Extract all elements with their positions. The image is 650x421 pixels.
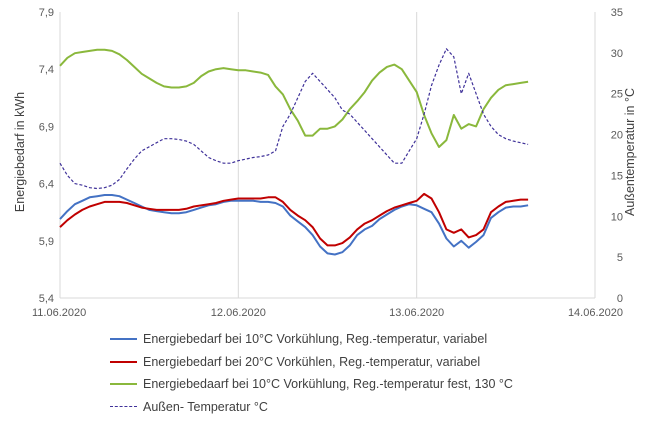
legend-swatch [110, 338, 137, 341]
left-tick-label: 7,9 [39, 7, 54, 19]
series-line-4 [59, 48, 529, 190]
vertical-gridlines [59, 12, 596, 298]
left-axis-ticks: 5,4 5,9 6,4 6,9 7,4 7,9 [39, 7, 54, 305]
legend-label: Energiebedarf bei 20°C Vorkühlen, Reg.-t… [143, 354, 481, 369]
legend-item-4: Außen- Temperatur °C [110, 396, 513, 419]
series-line-1 [59, 194, 529, 256]
right-axis-title: Außentemperatur in °C [623, 88, 637, 216]
left-tick-label: 7,4 [39, 64, 54, 76]
legend-swatch [110, 406, 137, 408]
legend: Energiebedarf bei 10°C Vorkühlung, Reg.-… [110, 328, 513, 418]
right-tick-label: 20 [611, 130, 623, 142]
right-tick-label: 30 [611, 48, 623, 60]
legend-swatch [110, 383, 137, 386]
x-tick-label: 13.06.2020 [389, 307, 444, 319]
x-tick-label: 14.06.2020 [568, 307, 623, 319]
legend-item-1: Energiebedarf bei 10°C Vorkühlung, Reg.-… [110, 328, 513, 351]
x-axis-ticks: 11.06.2020 12.06.2020 13.06.2020 14.06.2020 [32, 307, 623, 319]
left-tick-label: 6,9 [39, 121, 54, 133]
legend-item-3: Energiebedaarf bei 10°C Vorkühlung, Reg.… [110, 373, 513, 396]
legend-item-2: Energiebedarf bei 20°C Vorkühlen, Reg.-t… [110, 351, 513, 374]
left-tick-label: 6,4 [39, 179, 54, 191]
series-layer [59, 48, 529, 256]
right-tick-label: 25 [611, 89, 623, 101]
x-tick-label: 11.06.2020 [32, 307, 86, 319]
legend-label: Energiebedarf bei 10°C Vorkühlung, Reg.-… [143, 332, 488, 347]
right-tick-label: 5 [617, 252, 623, 264]
left-axis-title: Energiebedarf in kWh [13, 92, 27, 212]
legend-label: Energiebedaarf bei 10°C Vorkühlung, Reg.… [143, 377, 513, 392]
right-tick-label: 10 [611, 211, 623, 223]
legend-swatch [110, 360, 137, 363]
right-axis-ticks: 0 5 10 15 20 25 30 35 [611, 7, 623, 305]
right-tick-label: 15 [611, 170, 623, 182]
left-tick-label: 5,9 [39, 236, 54, 248]
series-line-3 [59, 48, 529, 148]
left-tick-label: 5,4 [39, 293, 54, 305]
x-tick-label: 12.06.2020 [211, 307, 266, 319]
right-tick-label: 35 [611, 7, 623, 19]
right-tick-label: 0 [617, 293, 623, 305]
legend-label: Außen- Temperatur °C [143, 399, 268, 414]
series-line-2 [59, 192, 529, 247]
